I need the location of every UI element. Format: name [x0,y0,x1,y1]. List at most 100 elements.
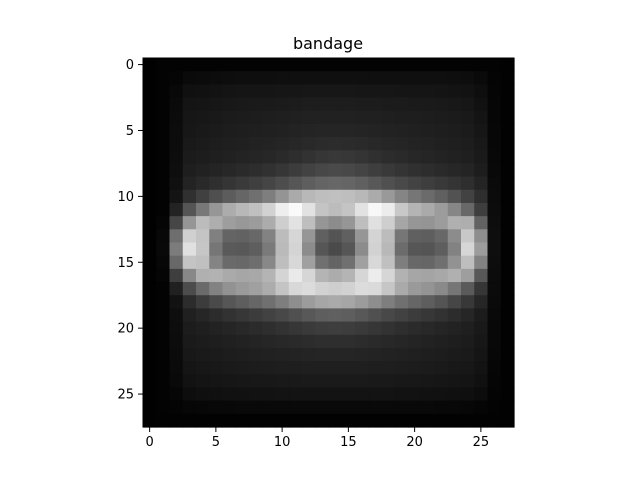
heatmap-cell [262,295,277,309]
heatmap-cell [421,189,436,204]
heatmap-cell [381,321,396,336]
heatmap-cell [222,361,237,375]
heatmap-cell [209,268,224,283]
heatmap-cell [275,97,290,112]
heatmap-cell [262,110,277,125]
heatmap-cell [487,413,502,428]
heatmap-cell [355,229,369,244]
heatmap-cell [328,347,343,362]
heatmap-cell [249,71,263,85]
heatmap-cell [302,137,316,151]
heatmap-cell [341,295,356,309]
heatmap-cell [487,321,502,336]
heatmap-cell [315,229,330,244]
heatmap-cell [156,361,171,375]
heatmap-cell [487,71,502,85]
heatmap-cell [209,202,224,217]
heatmap-cell [209,374,224,389]
heatmap-cell [182,84,197,99]
heatmap-cell [355,400,369,415]
heatmap-cell [288,150,303,165]
heatmap-cell [434,282,449,296]
heatmap-cell [461,255,475,270]
heatmap-cell [421,255,436,270]
heatmap-cell [169,400,184,415]
heatmap-cell [381,58,396,72]
heatmap-cell [302,97,316,112]
heatmap-cell [196,150,210,165]
heatmap-cell [355,97,369,112]
heatmap-cell [156,282,171,296]
heatmap-cell [408,361,422,375]
heatmap-cell [341,229,356,244]
heatmap-cell [249,163,263,178]
heatmap-cell [341,387,356,402]
heatmap-cell [209,84,224,99]
heatmap-cell [275,58,290,72]
heatmap-cell [487,400,502,415]
heatmap-cell [196,334,210,349]
heatmap-cell [302,123,316,138]
heatmap-cell [461,216,475,230]
chart-title: bandage [293,34,363,53]
heatmap-cell [143,176,157,191]
heatmap-cell [408,150,422,165]
heatmap-cell [421,308,436,323]
heatmap-cell [143,229,157,244]
heatmap-cell [328,137,343,151]
heatmap-cell [262,229,277,244]
heatmap-cell [394,268,409,283]
heatmap-cell [156,71,171,85]
heatmap-cell [328,229,343,244]
heatmap-cell [249,229,263,244]
heatmap-cell [447,374,462,389]
heatmap-cell [355,58,369,72]
heatmap-cell [275,189,290,204]
heatmap-cell [288,202,303,217]
heatmap-cell [474,137,489,151]
heatmap-cell [315,361,330,375]
heatmap-cell [143,216,157,230]
heatmap-cell [182,321,197,336]
heatmap-cell [394,189,409,204]
heatmap-cell [434,321,449,336]
heatmap-cell [421,295,436,309]
heatmap-cell [209,242,224,257]
heatmap-cell [288,71,303,85]
heatmap-cell [447,400,462,415]
heatmap-cell [461,58,475,72]
heatmap-cell [381,374,396,389]
heatmap-cell [315,110,330,125]
heatmap-cell [156,163,171,178]
heatmap-cell [156,137,171,151]
heatmap-cell [156,58,171,72]
y-tick-label: 0 [126,58,134,73]
heatmap-cell [209,282,224,296]
heatmap-cell [288,242,303,257]
heatmap-cell [249,137,263,151]
heatmap-cell [275,374,290,389]
heatmap-cell [341,400,356,415]
heatmap-cell [368,413,383,428]
heatmap-cell [487,255,502,270]
heatmap-cell [447,295,462,309]
heatmap-cell [487,176,502,191]
heatmap-cell [487,137,502,151]
heatmap-cell [196,84,210,99]
heatmap-cell [368,137,383,151]
heatmap-cell [302,374,316,389]
heatmap-cell [421,137,436,151]
heatmap-cell [156,189,171,204]
heatmap-cell [381,189,396,204]
heatmap-cell [262,308,277,323]
heatmap-cell [275,123,290,138]
heatmap-cell [328,413,343,428]
heatmap-cell [434,268,449,283]
heatmap-cell [275,268,290,283]
heatmap-cell [408,123,422,138]
heatmap-cell [421,282,436,296]
heatmap-cell [434,71,449,85]
heatmap-cell [143,137,157,151]
heatmap-cell [381,347,396,362]
heatmap-cell [434,58,449,72]
